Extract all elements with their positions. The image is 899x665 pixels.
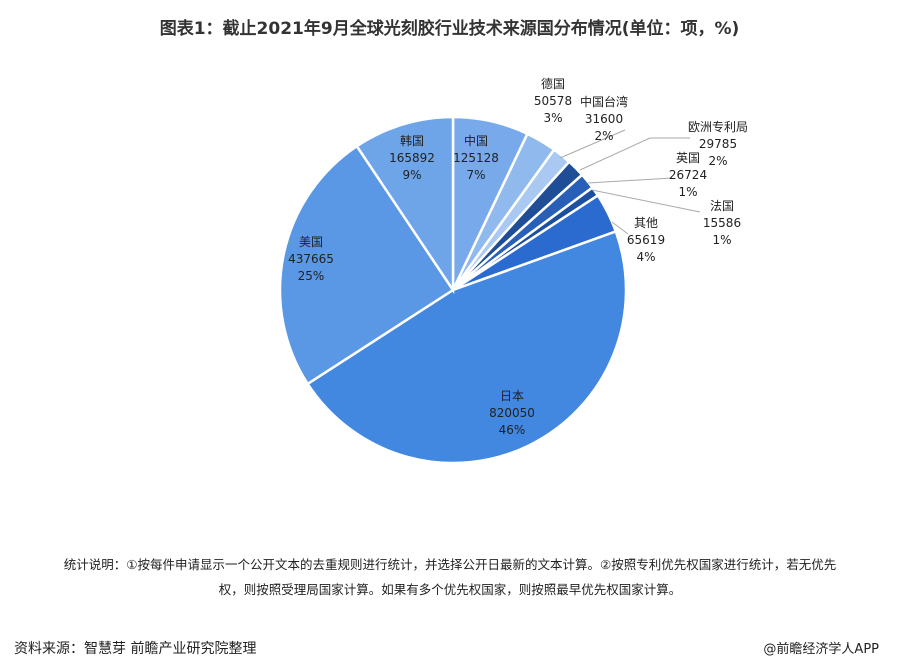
data-label-label: 欧洲专利局 [687, 120, 749, 134]
pie-slice-7 [305, 229, 628, 465]
credit-text: @前瞻经济学人APP [763, 642, 879, 657]
chart-title: 图表1：截止2021年9月全球光刻胶行业技术来源国分布情况(单位：项，%) [159, 19, 740, 39]
data-label: 法国 15586 1% [703, 198, 741, 249]
data-label-percent: 2% [708, 154, 728, 168]
data-label-label: 日本 [499, 389, 524, 403]
pie-slice-9 [355, 115, 455, 295]
data-label-value: 15586 [702, 216, 742, 230]
data-label-label: 德国 [540, 77, 565, 91]
leader-line [587, 177, 673, 184]
data-label-label: 英国 [675, 151, 700, 165]
data-label-label: 中国台湾 [579, 95, 629, 109]
data-label-percent: 4% [636, 250, 656, 264]
data-label-percent: 7% [466, 168, 486, 182]
data-label: 欧洲专利局 29785 2% [688, 119, 748, 170]
leader-line [591, 189, 701, 213]
data-label: 英国 26724 1% [669, 150, 707, 201]
data-label: 中国 125128 7% [453, 133, 499, 184]
pie-slice-8 [278, 144, 455, 386]
chart-note: 统计说明：①按每件申请显示一个公开文本的去重规则进行统计，并选择公开日最新的文本… [63, 557, 837, 597]
data-label-value: 165892 [389, 151, 435, 165]
leader-line [559, 129, 626, 159]
data-label-value: 29785 [698, 137, 738, 151]
data-label-percent: 1% [678, 185, 698, 199]
data-label-value: 820050 [489, 406, 535, 420]
data-label-percent: 46% [498, 423, 526, 437]
data-label-percent: 9% [402, 168, 422, 182]
data-label-percent: 3% [543, 111, 563, 125]
data-label: 日本 820050 46% [489, 388, 535, 439]
data-label-label: 美国 [298, 235, 323, 249]
data-label-value: 65619 [626, 233, 666, 247]
data-label-value: 26724 [668, 168, 708, 182]
leader-line [579, 137, 690, 171]
data-label: 其他 65619 4% [627, 215, 665, 266]
data-label-percent: 25% [297, 269, 325, 283]
data-label: 韩国 165892 9% [389, 133, 435, 184]
data-label: 美国 437665 25% [288, 234, 334, 285]
data-label-value: 31600 [584, 112, 624, 126]
leader-line [611, 221, 629, 235]
data-label-label: 法国 [709, 199, 734, 213]
data-label-label: 韩国 [399, 134, 424, 148]
data-label-value: 50578 [533, 94, 573, 108]
data-label-label: 其他 [633, 216, 658, 230]
data-label-label: 中国 [463, 134, 488, 148]
data-label-value: 437665 [288, 252, 334, 266]
data-label: 德国 50578 3% [534, 76, 572, 127]
data-label-percent: 2% [594, 129, 614, 143]
data-label-value: 125128 [453, 151, 499, 165]
data-label: 中国台湾 31600 2% [580, 94, 628, 145]
data-label-percent: 1% [712, 233, 732, 247]
source-text: 资料来源：智慧芽 前瞻产业研究院整理 [14, 641, 257, 657]
